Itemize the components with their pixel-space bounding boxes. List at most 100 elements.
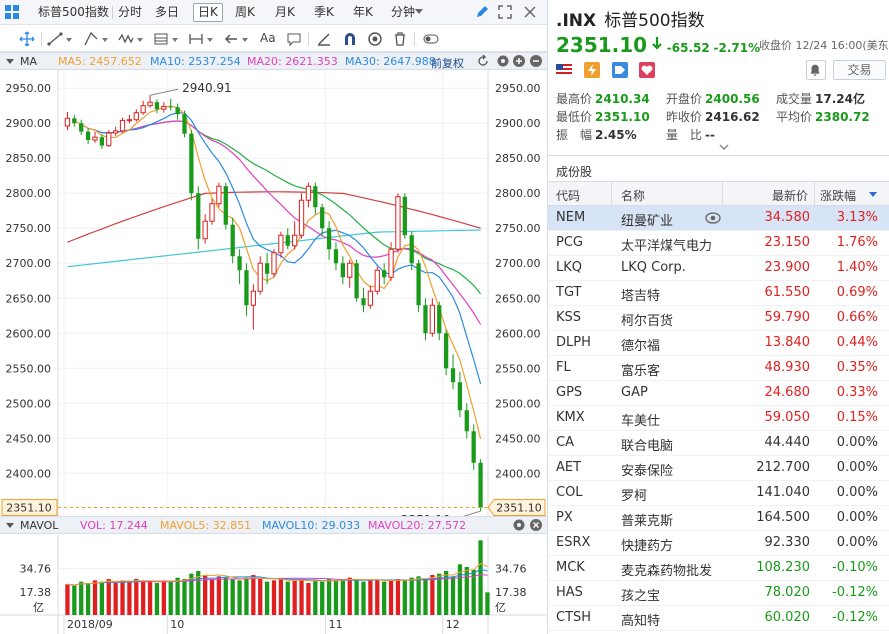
visibility-eye-icon[interactable] <box>366 30 384 48</box>
candle-body <box>182 114 187 134</box>
col-last-price[interactable]: 最新价 <box>772 189 809 203</box>
candle <box>126 114 133 124</box>
row-name: 车美仕 <box>621 414 661 429</box>
row-code: CTSH <box>556 610 592 625</box>
vol-close-icon[interactable] <box>529 518 543 532</box>
row-code: DLPH <box>556 335 591 350</box>
ma-zoom-out-icon[interactable] <box>529 54 543 68</box>
table-row[interactable]: LKQ LKQ Corp. 23.900 1.40% <box>548 256 889 281</box>
wave-pattern-chevron-icon[interactable] <box>137 38 143 42</box>
channel-line-chevron-icon[interactable] <box>102 38 108 42</box>
pen-icon[interactable] <box>474 4 490 20</box>
compare-toggle-icon[interactable] <box>422 30 440 48</box>
expand-stats-chevron-icon[interactable] <box>718 141 730 151</box>
candle-body <box>126 119 133 122</box>
row-price: 44.440 <box>764 435 811 450</box>
candle-body <box>257 262 263 292</box>
table-row[interactable]: AET 安泰保险 212.700 0.00% <box>548 456 889 481</box>
volume-bar <box>464 567 469 615</box>
candle <box>305 182 312 208</box>
table-row[interactable]: GPS GAP 24.680 0.33% <box>548 381 889 406</box>
candle-body <box>189 133 194 194</box>
col-change-pct[interactable]: 涨跌幅 <box>820 189 857 203</box>
text-tool-button[interactable]: Aa <box>260 31 276 45</box>
fibonacci-chevron-icon[interactable] <box>172 38 178 42</box>
fibonacci-icon[interactable] <box>152 30 170 48</box>
table-row[interactable]: TGT 塔吉特 61.550 0.69% <box>548 281 889 306</box>
table-row[interactable]: CTSH 高知特 60.020 -0.12% <box>548 606 889 631</box>
eraser-icon[interactable] <box>315 30 333 48</box>
ma-zoom-in-icon[interactable] <box>512 54 526 68</box>
mavol-indicator-name[interactable]: MAVOL <box>20 519 59 532</box>
candle-body <box>333 249 339 264</box>
tag-icon[interactable] <box>611 62 628 78</box>
tab-daily-k[interactable]: 日K <box>193 3 223 22</box>
range-measure-chevron-icon[interactable] <box>207 38 213 42</box>
channel-line-icon[interactable] <box>82 30 100 48</box>
table-row[interactable]: PX 普莱克斯 164.500 0.00% <box>548 506 889 531</box>
table-row[interactable]: COL 罗柯 141.040 0.00% <box>548 481 889 506</box>
trade-button[interactable]: 交易 <box>833 60 886 80</box>
wave-pattern-icon[interactable] <box>117 30 135 48</box>
grid-menu-icon[interactable] <box>4 4 20 20</box>
adjust-mode[interactable]: 前复权 <box>431 57 464 70</box>
col-name[interactable]: 名称 <box>621 189 646 203</box>
lightning-icon[interactable] <box>583 62 600 78</box>
tab-quarterly-k[interactable]: 季K <box>314 5 334 19</box>
table-row[interactable]: MCK 麦克森药物批发 108.230 -0.10% <box>548 556 889 581</box>
tab-intraday[interactable]: 分时 <box>118 5 143 19</box>
candlestick-chart[interactable]: 2950.00 2950.00 2900.00 2900.00 2850.00 2850.… <box>0 70 547 516</box>
range-measure-icon[interactable] <box>187 30 205 48</box>
sort-desc-chevron-icon[interactable] <box>869 192 877 197</box>
reset-icon[interactable] <box>476 54 490 68</box>
table-row[interactable]: KSS 柯尔百货 59.790 0.66% <box>548 306 889 331</box>
alert-bell-icon[interactable] <box>806 60 826 80</box>
tab-minute[interactable]: 分钟 <box>391 5 416 19</box>
table-row[interactable]: HAS 孩之宝 78.020 -0.12% <box>548 581 889 606</box>
stat-low: 最低价 2351.10 <box>556 110 650 124</box>
tab-monthly-k[interactable]: 月K <box>275 5 295 19</box>
minute-dropdown-chevron-icon[interactable] <box>415 9 423 14</box>
ma-indicator-name[interactable]: MA <box>20 55 38 68</box>
row-price: 23.150 <box>764 235 811 250</box>
table-row[interactable]: KMX 车美仕 59.050 0.15% <box>548 406 889 431</box>
table-row[interactable]: FL 富乐客 48.930 0.35% <box>548 356 889 381</box>
trend-line-icon[interactable] <box>46 30 64 48</box>
trash-icon[interactable] <box>391 30 409 48</box>
magnet-icon[interactable] <box>341 30 359 48</box>
vol-collapse-chevron-icon[interactable] <box>6 523 14 528</box>
table-row[interactable]: PCG 太平洋煤气电力 23.150 1.76% <box>548 231 889 256</box>
arrow-left-icon[interactable] <box>222 30 240 48</box>
fullscreen-icon[interactable] <box>497 4 513 20</box>
arrow-chevron-icon[interactable] <box>242 38 248 42</box>
col-code[interactable]: 代码 <box>556 189 581 203</box>
close-icon[interactable] <box>522 4 538 20</box>
ma-collapse-chevron-icon[interactable] <box>6 59 14 64</box>
volume-chart[interactable]: 34.76 34.76 17.38 17.38 亿 亿 2018/09 10 11 12 <box>0 535 547 634</box>
table-row[interactable]: NEM 纽曼矿业 34.580 3.13% <box>548 206 889 231</box>
symbol-code: .INX <box>556 11 597 31</box>
tab-multi-day[interactable]: 多日 <box>155 5 180 19</box>
candle <box>196 186 201 250</box>
vol-settings-gear-icon[interactable] <box>512 518 526 532</box>
last-price-tag-text: 2351.10 <box>6 502 52 515</box>
table-row[interactable]: DLPH 德尔福 13.840 0.44% <box>548 331 889 356</box>
comment-icon[interactable] <box>285 30 303 48</box>
row-change-pct: 1.40% <box>836 260 878 275</box>
table-row[interactable]: ESRX 快捷药方 92.330 0.00% <box>548 531 889 556</box>
crosshair-move-icon[interactable] <box>18 30 36 48</box>
tab-yearly-k[interactable]: 年K <box>353 5 373 19</box>
row-code: LKQ <box>556 260 582 275</box>
tab-weekly-k[interactable]: 周K <box>235 5 255 19</box>
candle-body <box>478 462 483 508</box>
watch-eye-icon[interactable] <box>705 211 721 225</box>
ma-settings-gear-icon[interactable] <box>496 54 510 68</box>
tab-index-name[interactable]: 标普500指数 <box>38 5 109 19</box>
candle <box>119 117 126 134</box>
table-row[interactable]: CA 联合电脑 44.440 0.00% <box>548 431 889 456</box>
volume-bar <box>203 575 208 615</box>
favorite-heart-icon[interactable] <box>639 62 656 78</box>
candle <box>271 249 277 278</box>
volume-bar <box>326 579 332 615</box>
trend-line-chevron-icon[interactable] <box>66 38 72 42</box>
